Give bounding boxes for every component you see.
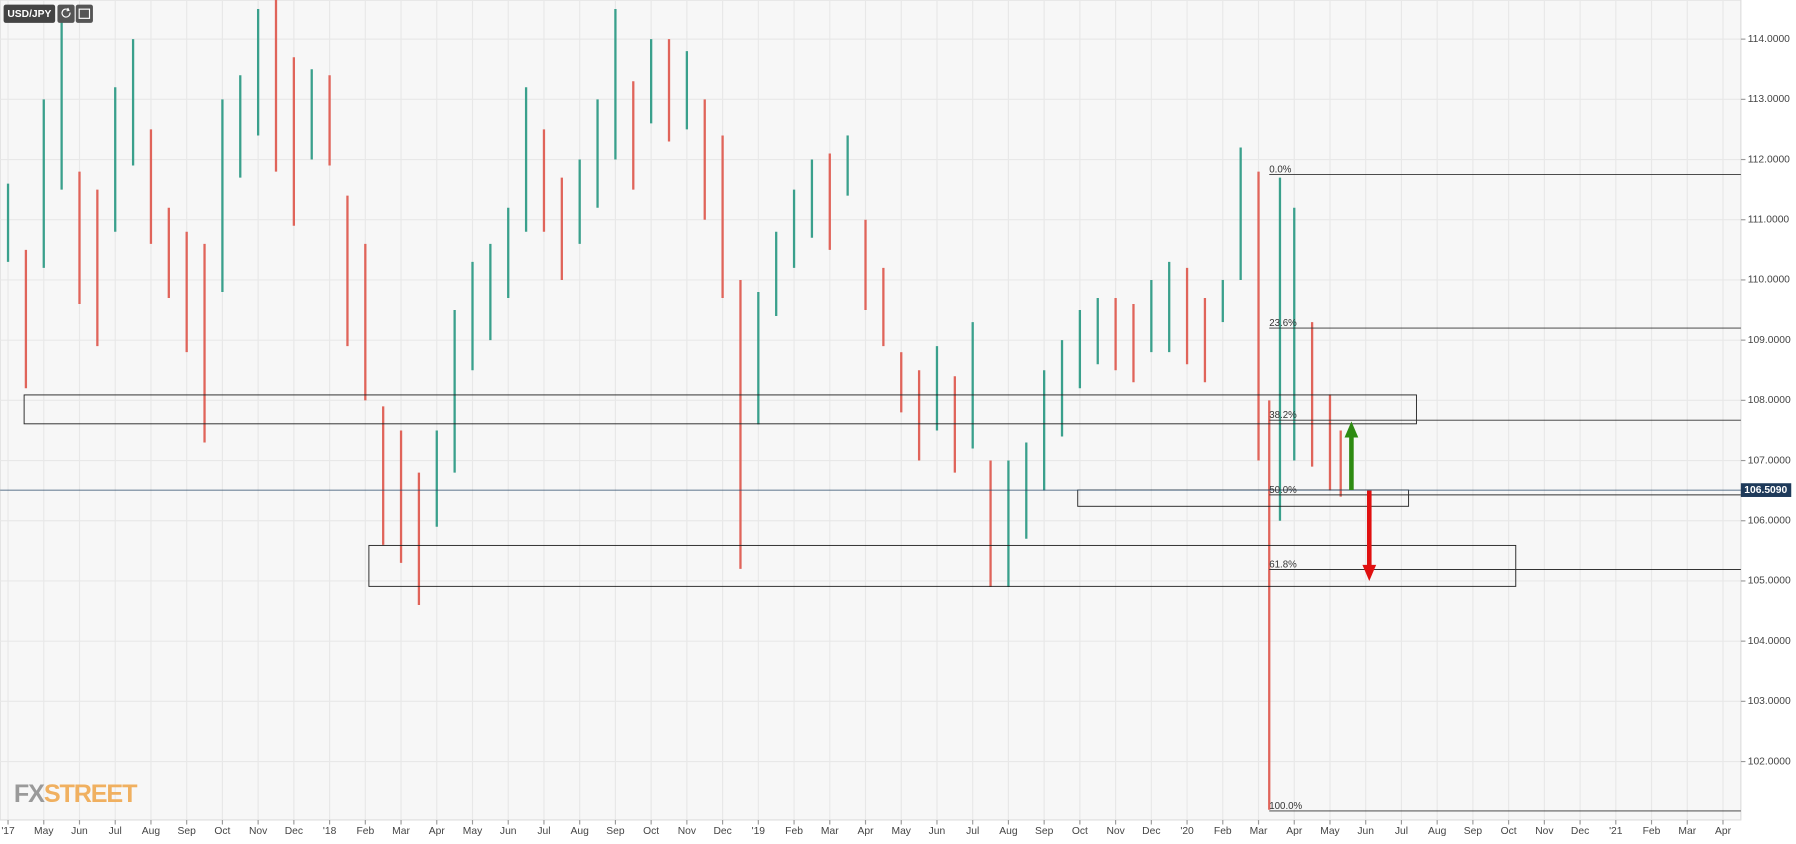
- x-tick-label: Sep: [178, 826, 197, 837]
- x-tick-label: Dec: [1571, 826, 1589, 837]
- x-tick-label: Mar: [821, 826, 839, 837]
- y-tick-label: 111.0000: [1748, 214, 1790, 225]
- x-tick-label: Feb: [1643, 826, 1661, 837]
- support-zone: [23, 394, 1417, 425]
- last-price-tag-bg: [1740, 483, 1792, 497]
- fib-label: 100.0%: [1269, 801, 1302, 812]
- x-tick-label: Jul: [1395, 826, 1408, 837]
- fib-label: 0.0%: [1269, 165, 1292, 176]
- arrow-head: [1344, 421, 1359, 438]
- x-tick-label: Sep: [1035, 826, 1054, 837]
- x-tick-label: May: [1320, 826, 1340, 837]
- x-tick-label: Nov: [249, 826, 268, 837]
- y-tick-label: 106.0000: [1748, 515, 1791, 526]
- x-tick-label: Jun: [500, 826, 517, 837]
- x-tick-label: Sep: [1464, 826, 1483, 837]
- last-price-tag: 106.5090: [1744, 485, 1787, 496]
- x-tick-label: Aug: [571, 826, 590, 837]
- calendar-icon: [78, 8, 91, 19]
- data-layer: [6, 0, 1342, 810]
- logo-fx: FX: [14, 779, 45, 807]
- logo-street: STREET: [44, 779, 138, 807]
- x-tick-label: Sep: [606, 826, 625, 837]
- x-tick-label: Dec: [285, 826, 303, 837]
- x-tick-label: '17: [1, 826, 15, 837]
- x-tick-label: Dec: [713, 826, 731, 837]
- x-tick-label: Aug: [1428, 826, 1447, 837]
- x-tick-label: Mar: [1250, 826, 1268, 837]
- y-tick-label: 113.0000: [1748, 94, 1790, 105]
- symbol-label: USD/JPY: [7, 9, 51, 20]
- calendar-button[interactable]: [75, 4, 93, 23]
- x-tick-label: Apr: [857, 826, 874, 837]
- y-tick-label: 103.0000: [1748, 696, 1791, 707]
- x-tick-label: Mar: [1678, 826, 1696, 837]
- plot-area: [0, 0, 1742, 821]
- x-tick-label: '20: [1180, 826, 1194, 837]
- x-tick-label: Apr: [429, 826, 446, 837]
- x-tick-label: '19: [752, 826, 766, 837]
- y-tick-label: 105.0000: [1748, 576, 1791, 587]
- x-tick-label: Dec: [1142, 826, 1160, 837]
- x-tick-label: Mar: [392, 826, 410, 837]
- x-tick-label: Oct: [643, 826, 659, 837]
- support-zone: [368, 544, 1517, 587]
- x-tick-label: Jul: [109, 826, 122, 837]
- symbol-button[interactable]: [3, 4, 56, 23]
- x-tick-label: Feb: [356, 826, 374, 837]
- fib-label: 50.0%: [1269, 485, 1297, 496]
- x-tick-label: May: [34, 826, 54, 837]
- x-tick-label: Nov: [1535, 826, 1554, 837]
- y-tick-label: 109.0000: [1748, 335, 1791, 346]
- x-tick-label: Nov: [678, 826, 697, 837]
- fib-label: 38.2%: [1269, 410, 1297, 421]
- x-tick-label: Jul: [537, 826, 550, 837]
- x-tick-label: '18: [323, 826, 337, 837]
- x-tick-label: Apr: [1286, 826, 1303, 837]
- x-tick-label: Feb: [1214, 826, 1232, 837]
- fib-label: 23.6%: [1269, 318, 1297, 329]
- y-tick-label: 108.0000: [1748, 395, 1791, 406]
- refresh-icon: [61, 7, 71, 18]
- refresh-button[interactable]: [57, 4, 75, 23]
- x-tick-label: Jun: [1357, 826, 1374, 837]
- y-tick-label: 110.0000: [1748, 275, 1790, 286]
- y-tick-label: 107.0000: [1748, 455, 1791, 466]
- x-tick-label: Aug: [142, 826, 161, 837]
- x-tick-label: Aug: [999, 826, 1018, 837]
- x-tick-label: Apr: [1715, 826, 1732, 837]
- x-tick-label: Oct: [1501, 826, 1517, 837]
- x-tick-label: Oct: [214, 826, 230, 837]
- arrow-head: [1362, 564, 1377, 581]
- x-tick-label: Nov: [1106, 826, 1125, 837]
- x-tick-label: Jun: [71, 826, 88, 837]
- y-tick-label: 112.0000: [1748, 154, 1790, 165]
- y-tick-label: 102.0000: [1748, 756, 1791, 767]
- x-tick-label: May: [892, 826, 912, 837]
- x-tick-label: Jun: [929, 826, 946, 837]
- x-tick-label: May: [463, 826, 483, 837]
- y-tick-label: 104.0000: [1748, 636, 1791, 647]
- x-tick-label: Jul: [966, 826, 979, 837]
- annotation-layer: 106.5090 0.0% 23.6% 38.2% 50.0% 61.8% 100.0%: [0, 165, 1792, 812]
- x-tick-label: '21: [1609, 826, 1623, 837]
- x-tick-label: Oct: [1072, 826, 1088, 837]
- y-tick-label: 114.0000: [1748, 34, 1790, 45]
- logo: FXSTREET: [14, 779, 138, 807]
- x-tick-label: Feb: [785, 826, 803, 837]
- fib-label: 61.8%: [1269, 559, 1297, 570]
